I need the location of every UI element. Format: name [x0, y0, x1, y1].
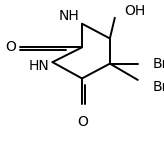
Text: Br: Br — [153, 80, 164, 94]
Text: O: O — [5, 40, 16, 54]
Text: OH: OH — [124, 4, 145, 18]
Text: NH: NH — [59, 9, 79, 22]
Text: HN: HN — [29, 59, 50, 73]
Text: Br: Br — [153, 57, 164, 71]
Text: O: O — [77, 115, 88, 129]
